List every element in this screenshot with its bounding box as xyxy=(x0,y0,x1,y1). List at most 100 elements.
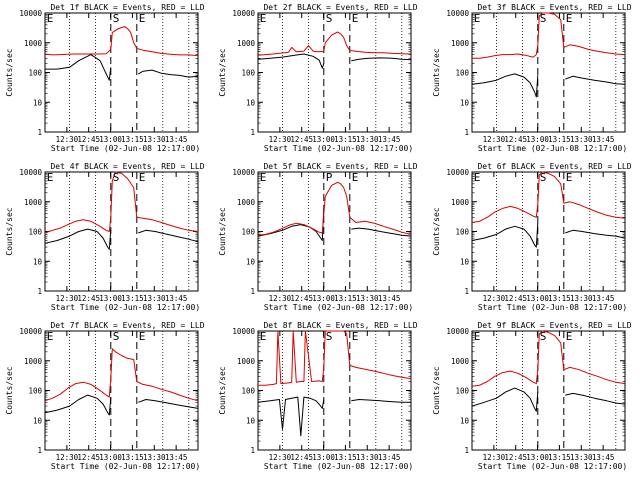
y-tick-label: 1 xyxy=(37,287,42,296)
x-tick-label: 13:15 xyxy=(548,294,571,303)
events-series-line xyxy=(44,228,199,250)
interval-marker: E xyxy=(566,330,573,343)
y-tick-label: 1 xyxy=(464,287,469,296)
lld-series-line xyxy=(471,330,626,387)
x-tick-label: 12:45 xyxy=(504,294,527,303)
interval-marker: S xyxy=(540,330,547,343)
detector-panel: Det 5f BLACK = Events, RED = LLD 1 10 100 10… xyxy=(218,162,418,312)
x-axis-label: Start Time (02-Jun-08 12:17:00) xyxy=(264,144,413,153)
x-tick-label: 13:45 xyxy=(378,453,401,462)
x-axis-label: Start Time (02-Jun-08 12:17:00) xyxy=(264,462,413,471)
y-tick-label: 10000 xyxy=(446,168,469,177)
interval-marker: E xyxy=(47,171,54,184)
x-axis-label: Start Time (02-Jun-08 12:17:00) xyxy=(478,303,627,312)
lld-series-line xyxy=(258,330,412,386)
y-tick-label: 100 xyxy=(28,228,42,237)
detector-panel: Det 3f BLACK = Events, RED = LLD 1 10 100 10… xyxy=(432,3,632,153)
chart-title: Det 4f BLACK = Events, RED = LLD xyxy=(50,162,204,171)
y-tick-label: 1000 xyxy=(451,198,470,207)
y-tick-label: 100 xyxy=(455,228,469,237)
x-tick-label: 12:45 xyxy=(77,294,100,303)
x-axis-label: Start Time (02-Jun-08 12:17:00) xyxy=(478,462,627,471)
x-tick-label: 12:30 xyxy=(269,135,292,144)
lld-series-line xyxy=(44,348,199,402)
x-tick-label: 12:30 xyxy=(483,453,506,462)
x-tick-label: 13:45 xyxy=(378,135,401,144)
y-tick-label: 100 xyxy=(241,228,255,237)
plot-frame xyxy=(257,330,412,451)
y-tick-label: 100 xyxy=(241,387,255,396)
x-tick-label: 12:30 xyxy=(56,135,79,144)
x-tick-label: 13:00 xyxy=(312,294,335,303)
chart-title: Det 1f BLACK = Events, RED = LLD xyxy=(50,3,204,12)
y-tick-label: 10000 xyxy=(446,9,469,18)
y-axis-label: Counts/sec xyxy=(5,207,14,255)
x-tick-label: 12:45 xyxy=(77,135,100,144)
y-tick-label: 10000 xyxy=(19,327,42,336)
x-tick-label: 12:45 xyxy=(290,135,313,144)
y-tick-label: 10000 xyxy=(19,168,42,177)
events-series-line xyxy=(471,222,626,248)
y-tick-label: 10 xyxy=(246,257,256,266)
y-tick-label: 1000 xyxy=(24,39,43,48)
x-tick-label: 12:30 xyxy=(483,135,506,144)
interval-marker: E xyxy=(139,330,146,343)
detector-panel: Det 6f BLACK = Events, RED = LLD 1 10 100 10… xyxy=(432,162,632,312)
y-tick-label: 1000 xyxy=(451,357,470,366)
interval-marker: E xyxy=(47,330,54,343)
events-series-line xyxy=(471,387,626,412)
lld-series-line xyxy=(472,12,626,59)
chart-title: Det 2f BLACK = Events, RED = LLD xyxy=(263,3,417,12)
y-tick-label: 10 xyxy=(33,416,43,425)
chart-title: Det 6f BLACK = Events, RED = LLD xyxy=(477,162,631,171)
y-tick-label: 1000 xyxy=(237,198,256,207)
interval-marker: E xyxy=(474,171,481,184)
chart-title: Det 8f BLACK = Events, RED = LLD xyxy=(263,321,417,330)
y-tick-label: 100 xyxy=(455,387,469,396)
y-tick-label: 1 xyxy=(37,128,42,137)
y-axis-label: Counts/sec xyxy=(218,207,227,255)
x-tick-label: 13:45 xyxy=(592,294,615,303)
interval-marker: S xyxy=(113,330,120,343)
plot-frame xyxy=(257,171,412,292)
lld-series-line xyxy=(471,171,626,223)
x-tick-label: 13:15 xyxy=(548,453,571,462)
x-tick-label: 13:00 xyxy=(526,453,549,462)
chart-title: Det 7f BLACK = Events, RED = LLD xyxy=(50,321,204,330)
interval-marker: E xyxy=(474,330,481,343)
y-tick-label: 100 xyxy=(28,387,42,396)
y-axis-label: Counts/sec xyxy=(218,366,227,414)
interval-marker: E xyxy=(474,12,481,25)
x-axis-label: Start Time (02-Jun-08 12:17:00) xyxy=(478,144,627,153)
x-tick-label: 13:15 xyxy=(334,294,357,303)
x-tick-label: 13:30 xyxy=(570,294,593,303)
events-series-line xyxy=(257,208,412,241)
y-tick-label: 1 xyxy=(464,128,469,137)
x-tick-label: 13:00 xyxy=(526,135,549,144)
y-tick-label: 10000 xyxy=(446,327,469,336)
x-tick-label: 13:45 xyxy=(592,135,615,144)
chart-title: Det 9f BLACK = Events, RED = LLD xyxy=(477,321,631,330)
x-axis-label: Start Time (02-Jun-08 12:17:00) xyxy=(51,462,200,471)
y-tick-label: 1 xyxy=(37,446,42,455)
y-tick-label: 1000 xyxy=(237,357,256,366)
x-tick-label: 13:30 xyxy=(356,135,379,144)
interval-marker: E xyxy=(47,12,54,25)
lld-series-line xyxy=(44,171,199,234)
y-tick-label: 100 xyxy=(28,69,42,78)
events-series-line xyxy=(257,396,411,437)
interval-marker: E xyxy=(260,12,267,25)
detector-panel: Det 8f BLACK = Events, RED = LLD 1 10 100 10… xyxy=(218,321,418,471)
y-tick-label: 10 xyxy=(33,98,43,107)
x-tick-label: 13:45 xyxy=(378,294,401,303)
y-tick-label: 1000 xyxy=(237,39,256,48)
detector-panel: Det 2f BLACK = Events, RED = LLD 1 10 100 10… xyxy=(218,3,418,153)
lld-series-line xyxy=(44,26,199,57)
chart-title: Det 3f BLACK = Events, RED = LLD xyxy=(477,3,631,12)
x-tick-label: 12:45 xyxy=(290,294,313,303)
x-tick-label: 13:45 xyxy=(592,453,615,462)
interval-marker: S xyxy=(326,330,333,343)
x-tick-label: 12:45 xyxy=(504,453,527,462)
interval-marker: E xyxy=(566,171,573,184)
y-tick-label: 1 xyxy=(464,446,469,455)
